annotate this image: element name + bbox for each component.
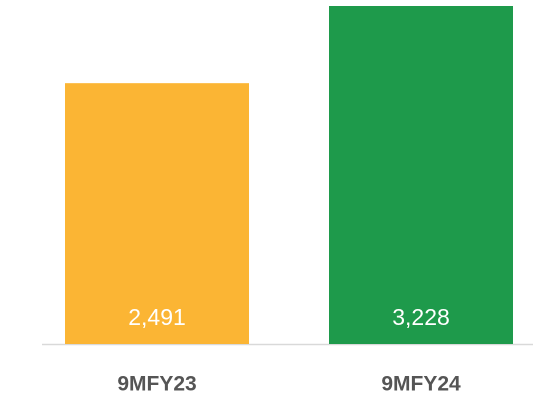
bar xyxy=(65,83,249,345)
value-label: 3,228 xyxy=(392,304,450,330)
x-tick-label: 9MFY24 xyxy=(381,373,461,396)
x-tick-label: 9MFY23 xyxy=(117,373,196,396)
value-label: 2,491 xyxy=(128,304,186,330)
bar xyxy=(329,6,513,344)
